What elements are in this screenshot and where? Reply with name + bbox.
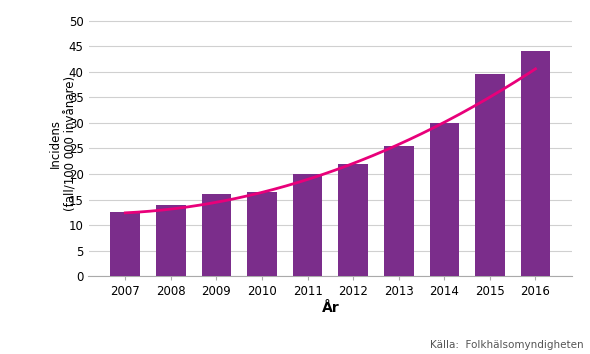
- Bar: [247, 192, 277, 276]
- Bar: [293, 174, 322, 276]
- Bar: [384, 146, 414, 276]
- Bar: [521, 51, 550, 276]
- Bar: [156, 205, 186, 276]
- Text: Källa:  Folkhälsomyndigheten: Källa: Folkhälsomyndigheten: [431, 341, 584, 350]
- Y-axis label: Incidens
(fall/100 000 invånare): Incidens (fall/100 000 invånare): [49, 76, 77, 211]
- X-axis label: År: År: [322, 301, 339, 315]
- Bar: [339, 164, 368, 276]
- Bar: [110, 212, 140, 276]
- Bar: [202, 194, 231, 276]
- Bar: [475, 74, 504, 276]
- Bar: [430, 123, 459, 276]
